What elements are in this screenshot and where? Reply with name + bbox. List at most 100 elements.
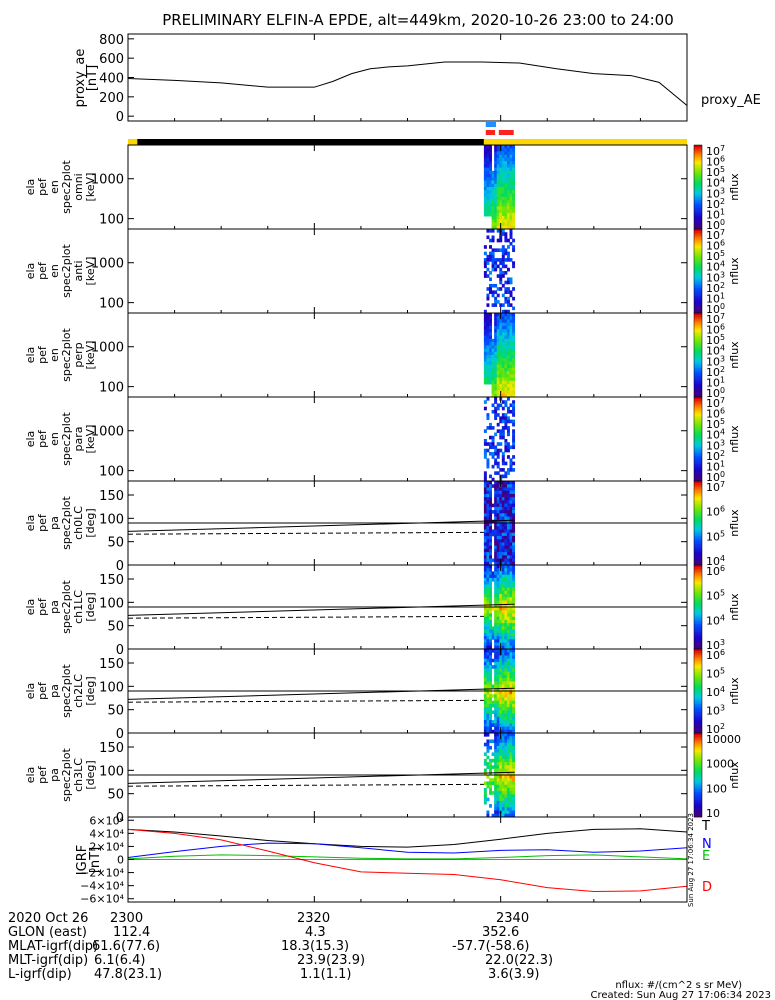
spectrogram-cell (501, 571, 505, 576)
spectrogram-cell (501, 603, 505, 608)
spectrogram-cell (494, 261, 498, 265)
spectrogram-cell (509, 481, 513, 485)
spectrogram-cell (506, 807, 510, 811)
spectrogram-cell (489, 804, 492, 808)
spectrogram-cell (489, 781, 492, 786)
spectrogram-cell (509, 519, 513, 524)
spectrogram-cell (483, 157, 487, 162)
spectrogram-cell (506, 187, 510, 191)
spectrogram-cell (499, 765, 503, 769)
spectrogram-cell (501, 649, 505, 653)
spectrogram-cell (489, 723, 492, 727)
spectrogram-cell (486, 293, 490, 298)
spectrogram-cell (489, 665, 492, 669)
colorbar-segment (694, 707, 702, 711)
spectrogram-cell (496, 264, 500, 269)
spectrogram-cell (489, 787, 492, 792)
spectrogram-cell (501, 167, 505, 172)
spectrogram-cell (494, 668, 498, 673)
spectrogram-cell (501, 313, 505, 317)
spectrogram-cell (506, 251, 510, 256)
colorbar-segment (694, 562, 702, 566)
spectrogram-cell (501, 225, 505, 230)
colorbar-segment (694, 632, 702, 635)
colorbar-segment (694, 775, 702, 778)
spectrogram-cell (512, 190, 516, 194)
spectrogram-cell (501, 736, 505, 740)
spectrogram-cell (509, 212, 513, 217)
colorbar-segment (694, 474, 702, 478)
spectrogram-cell (506, 610, 510, 614)
spectrogram-cell (486, 539, 490, 543)
spectrogram-cell (499, 613, 503, 618)
spectrogram-cell (494, 678, 498, 682)
spectrogram-cell (501, 519, 505, 524)
spectrogram-cell (491, 187, 495, 191)
spectrogram-cell (499, 516, 503, 521)
spectrogram-cell (512, 787, 516, 792)
spectrogram-cell (504, 342, 508, 346)
spectrogram-cell (494, 290, 498, 295)
spectrogram-cell (499, 164, 503, 169)
spectrogram-cell (486, 203, 490, 207)
spectrogram-cell (499, 781, 503, 786)
colorbar-segment (694, 569, 702, 572)
spectrogram-cell (506, 164, 510, 169)
spectrogram-cell (491, 658, 495, 663)
spectrogram-cell (501, 529, 505, 534)
spectrogram-cell (494, 523, 498, 527)
spectrogram-cell (506, 335, 510, 340)
spectrogram-cell (489, 623, 492, 627)
spectrogram-cell (491, 351, 495, 356)
spectrogram-cell (504, 358, 508, 362)
spectrogram-cell (504, 561, 508, 566)
spectrogram-cell (512, 807, 516, 811)
spectrogram-cell (483, 584, 487, 589)
spectrogram-cell (509, 241, 513, 246)
spectrogram-cell (494, 303, 498, 307)
ylabel-line-1: pef (36, 177, 49, 196)
spectrogram-cell (509, 649, 513, 653)
spectrogram-cell (512, 322, 516, 327)
spectrogram-cell (491, 303, 495, 307)
spectrogram-cell (483, 687, 487, 692)
spectrogram-cell (496, 513, 500, 517)
spectrogram-cell (501, 206, 505, 211)
spectrogram-cell (489, 164, 492, 169)
spectrogram-cell (501, 607, 505, 611)
proxy-ae-frame (127, 33, 688, 122)
spectrogram-cell (504, 174, 508, 178)
spectrogram-cell (494, 445, 498, 450)
spectrogram-cell (499, 367, 503, 372)
spectrogram-cell (509, 199, 513, 204)
spectrogram-cell (489, 642, 492, 647)
ylabel-line-5: [deg] (84, 676, 97, 705)
colorbar-segment (694, 187, 702, 190)
colorbar-segment (694, 607, 702, 610)
spectrogram-cell (496, 199, 500, 204)
spectrogram-cell (486, 691, 490, 695)
spectrogram-cell (512, 791, 516, 795)
spectrogram-cell (489, 713, 492, 718)
spectrogram-cell (506, 684, 510, 689)
spectrogram-cell (506, 797, 510, 802)
spectrogram-cell (496, 678, 500, 682)
spectrogram-cell (486, 532, 490, 537)
spectrogram-cell (506, 290, 510, 295)
spectrogram-cell (491, 229, 495, 233)
spectrogram-cell (499, 771, 503, 776)
spectrogram-cell (486, 413, 490, 417)
spectrogram-cell (504, 219, 508, 223)
spectrogram-cell (509, 768, 513, 773)
spectrogram-cell (496, 348, 500, 353)
spectrogram-cell (504, 613, 508, 618)
spectrogram-cell (491, 626, 495, 631)
spectrogram-cell (506, 325, 510, 330)
spectrogram-cell (489, 674, 492, 679)
spectrogram-cell (504, 616, 508, 621)
spectrogram-cell (486, 523, 490, 527)
igrf-series-e (127, 854, 688, 860)
created-stamp: Created: Sun Aug 27 17:06:34 2023 (591, 990, 771, 1000)
spectrogram-cell (496, 274, 500, 278)
